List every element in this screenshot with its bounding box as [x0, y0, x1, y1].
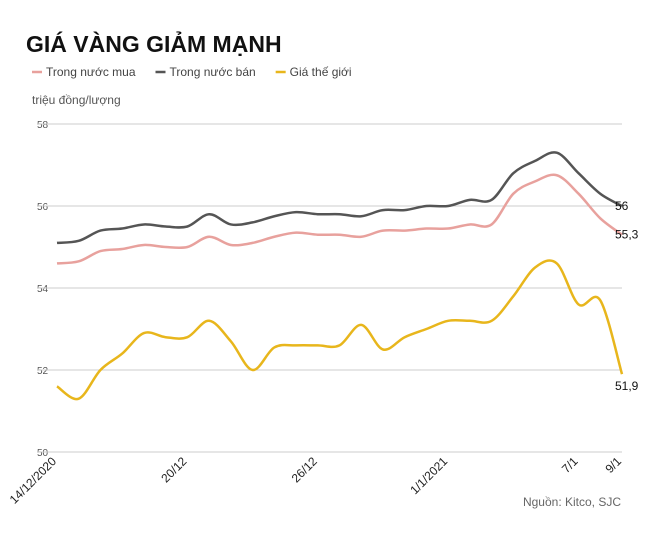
series-line [56, 151, 623, 245]
y-tick-label: 50 [37, 448, 49, 459]
chart-title: GIÁ VÀNG GIẢM MẠNH [26, 29, 282, 57]
x-tick-label: 26/12 [289, 454, 320, 485]
x-tick-label: 20/12 [158, 454, 189, 485]
legend-label: Trong nước mua [46, 65, 136, 79]
y-tick-label: 58 [37, 120, 49, 131]
x-tick-label: 1/1/2021 [407, 454, 450, 497]
y-tick-label: 54 [37, 284, 49, 295]
series-line [56, 259, 624, 401]
y-tick-label: 52 [37, 366, 49, 377]
legend-label: Giá thế giới [290, 65, 352, 79]
y-axis-label: triệu đồng/lượng [32, 93, 121, 107]
y-tick-label: 56 [37, 202, 49, 213]
x-tick-label: 14/12/2020 [7, 454, 60, 507]
x-tick-label: 7/1 [559, 454, 581, 476]
x-tick-label: 9/1 [602, 454, 624, 476]
series-line [56, 173, 623, 265]
data-label: 55,3 [615, 228, 639, 242]
legend-label: Trong nước bán [170, 65, 256, 79]
data-label: 56 [615, 199, 629, 213]
source: Nguồn: Kitco, SJC [523, 495, 621, 509]
data-label: 51,9 [615, 379, 639, 393]
